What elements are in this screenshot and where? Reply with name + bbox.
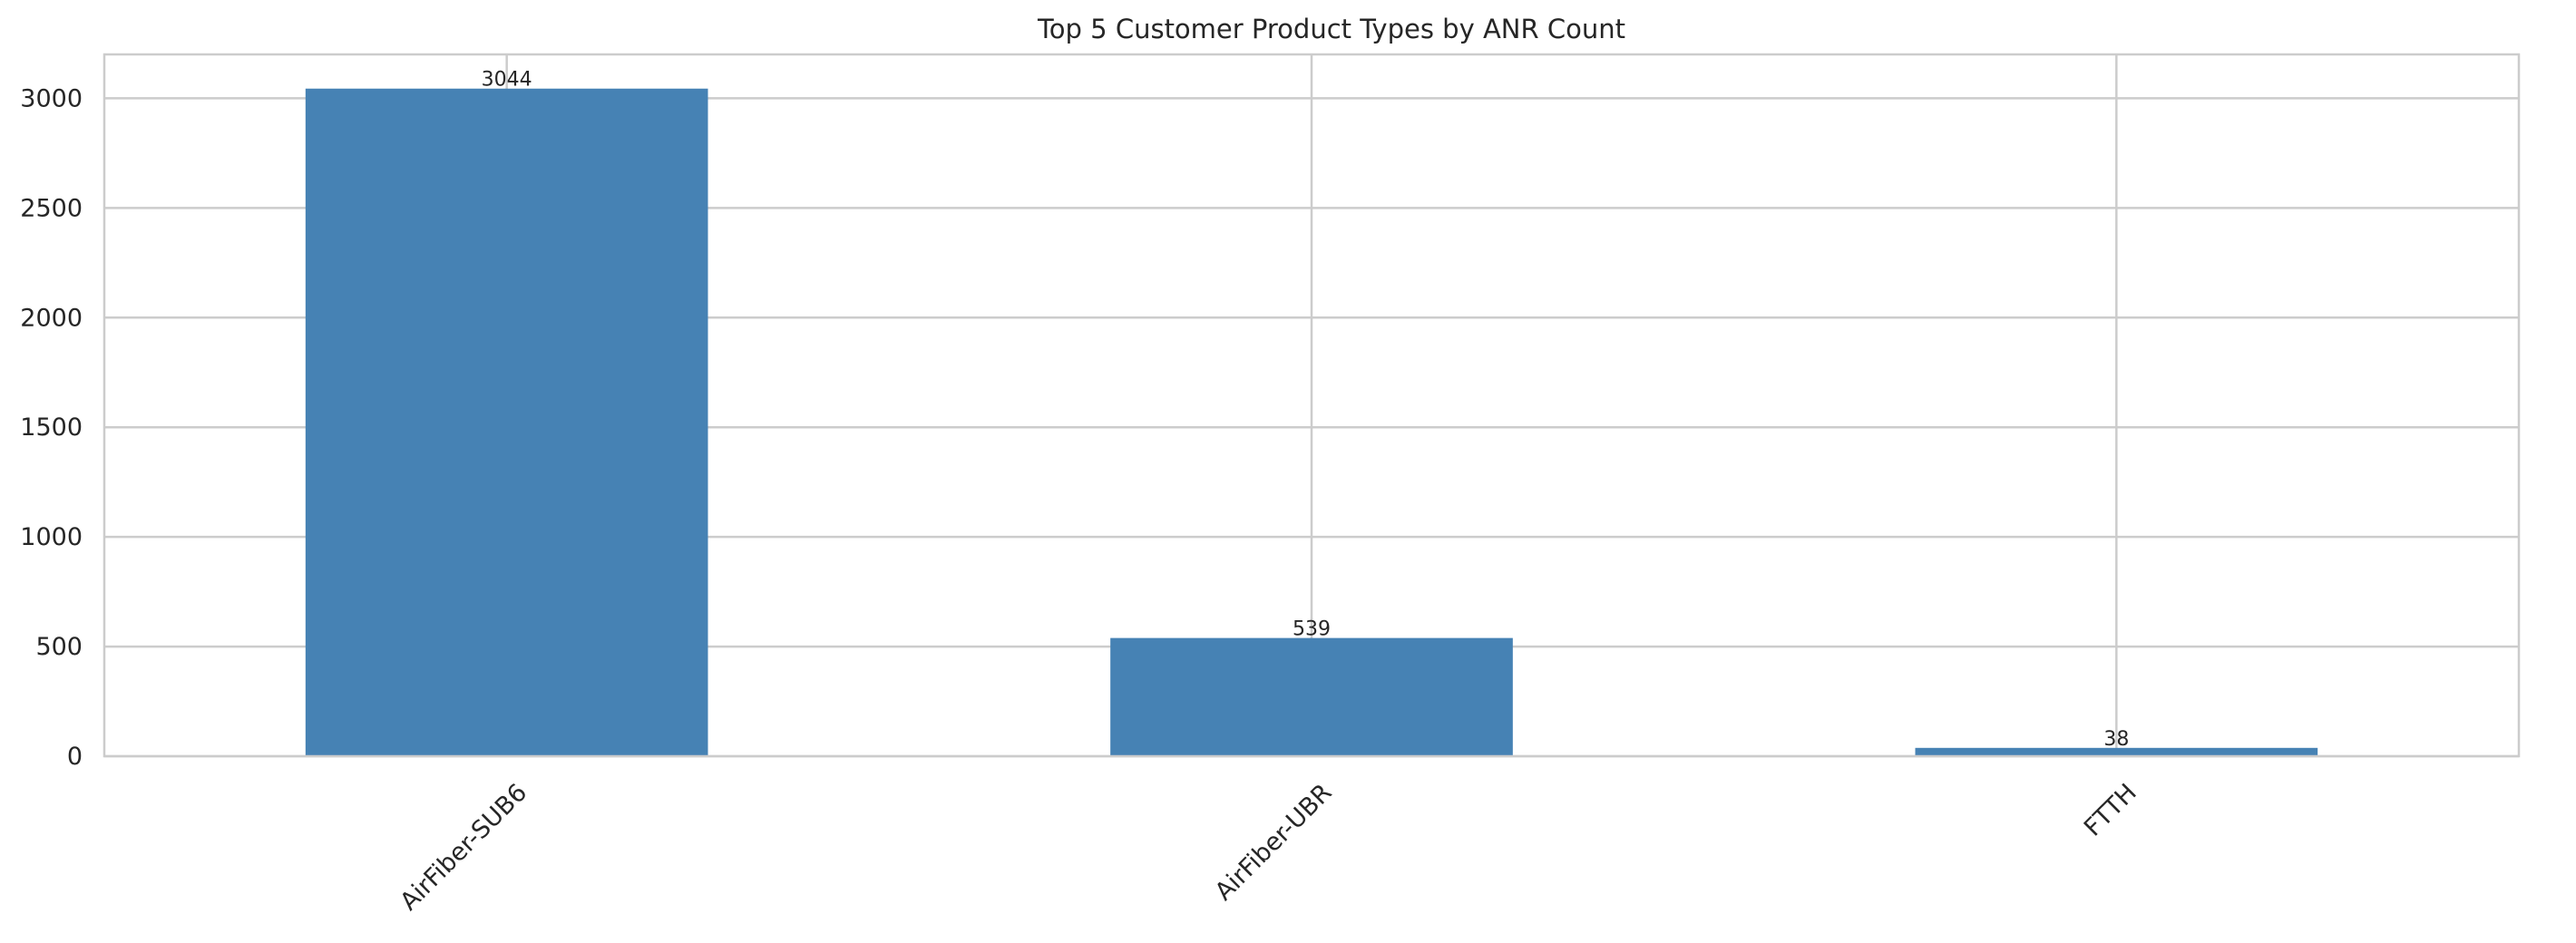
bars [305,88,2318,757]
data-labels: 3044 539 38 [482,69,2130,751]
bar-ftth [1915,747,2318,756]
y-axis-ticks: 0 500 1000 1500 2000 2500 3000 [20,84,83,771]
y-tick-label: 2500 [20,194,83,222]
y-tick-label: 2000 [20,304,83,332]
bar-value-label: 38 [2103,728,2129,751]
y-tick-label: 1000 [20,523,83,551]
bar-value-label: 539 [1293,618,1331,641]
y-tick-label: 0 [67,743,83,771]
chart-title: Top 5 Customer Product Types by ANR Coun… [1037,14,1625,44]
y-tick-label: 1500 [20,413,83,442]
bar-airfiber-ubr [1110,637,1513,756]
y-tick-label: 3000 [20,84,83,112]
plot-frame [102,53,2521,758]
bar-airfiber-sub6 [305,88,708,757]
y-tick-label: 500 [35,633,83,661]
bar-value-label: 3044 [482,69,532,92]
